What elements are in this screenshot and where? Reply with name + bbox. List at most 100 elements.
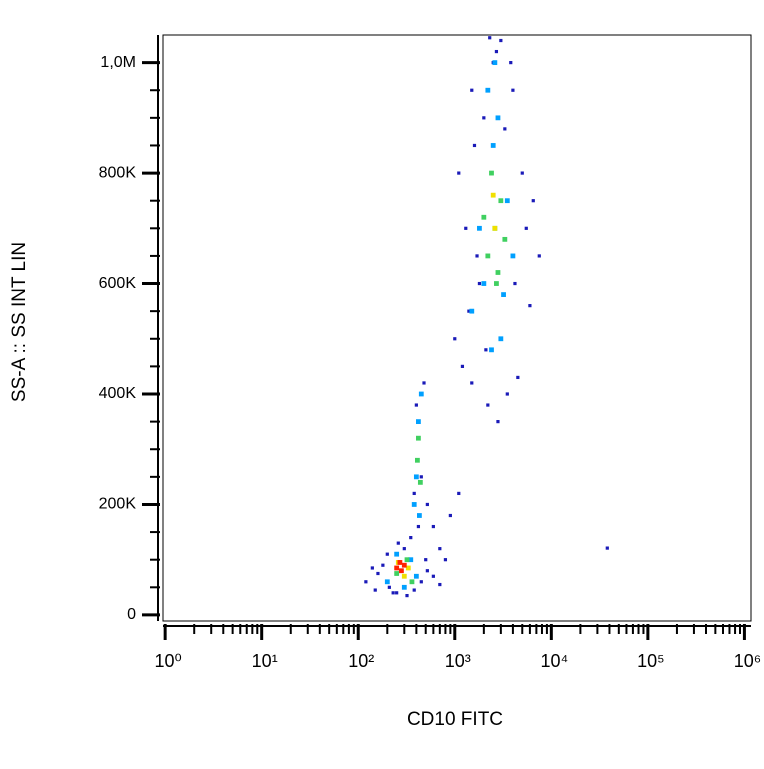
- x-tick-label: 10²: [348, 651, 374, 671]
- data-point: [416, 435, 421, 441]
- data-point: [485, 87, 491, 93]
- data-point: [467, 309, 471, 313]
- data-point: [457, 491, 461, 496]
- data-point: [502, 236, 508, 242]
- data-point: [537, 254, 541, 258]
- data-point: [477, 281, 482, 286]
- data-point: [409, 536, 413, 540]
- y-tick-label: 400K: [99, 385, 137, 402]
- data-point: [416, 419, 421, 425]
- data-point: [370, 566, 374, 570]
- data-point: [489, 347, 494, 353]
- data-point: [394, 565, 400, 571]
- data-point: [470, 88, 474, 92]
- data-point: [413, 573, 419, 579]
- data-point: [496, 420, 500, 424]
- data-point: [498, 336, 504, 342]
- data-point: [505, 392, 509, 396]
- data-point: [484, 348, 488, 352]
- data-point: [499, 38, 503, 43]
- data-point: [405, 593, 409, 598]
- data-point: [412, 588, 416, 592]
- data-point: [486, 403, 490, 407]
- data-point: [516, 375, 520, 380]
- data-point: [399, 568, 404, 574]
- data-point: [414, 403, 418, 407]
- data-point: [416, 513, 422, 518]
- y-tick-label: 800K: [99, 164, 137, 181]
- data-point: [409, 579, 415, 585]
- data-point: [448, 513, 452, 518]
- data-point: [401, 573, 407, 579]
- data-point: [531, 199, 535, 203]
- y-tick-label: 200K: [99, 496, 137, 513]
- data-point: [498, 198, 504, 204]
- data-point: [485, 253, 491, 259]
- data-point: [408, 557, 414, 563]
- x-tick-label: 10¹: [252, 651, 278, 671]
- data-point: [405, 565, 411, 571]
- data-point: [464, 226, 468, 230]
- data-point: [422, 381, 426, 385]
- data-point: [501, 292, 506, 297]
- data-point: [494, 281, 499, 286]
- data-point: [394, 571, 400, 576]
- data-point: [475, 254, 479, 258]
- y-tick-label: 600K: [99, 275, 137, 292]
- data-point: [524, 226, 528, 230]
- data-point: [489, 170, 494, 176]
- data-point: [385, 552, 389, 556]
- data-point: [412, 491, 416, 496]
- data-point: [404, 557, 410, 563]
- data-point: [520, 171, 524, 175]
- data-point: [470, 381, 474, 385]
- data-point: [513, 281, 517, 286]
- data-point: [418, 391, 424, 397]
- data-point: [395, 591, 399, 595]
- y-axis-label: SS-A :: SS INT LIN: [9, 242, 30, 402]
- data-point: [510, 253, 516, 259]
- data-point: [438, 547, 442, 551]
- data-point: [457, 171, 461, 175]
- x-tick-label: 10⁴: [540, 651, 568, 671]
- data-point: [488, 36, 492, 40]
- data-point: [511, 88, 515, 92]
- data-point: [419, 580, 423, 584]
- plot-frame: [162, 34, 752, 622]
- data-point: [387, 585, 391, 589]
- data-point: [425, 502, 429, 507]
- data-point: [417, 479, 423, 485]
- data-point: [443, 558, 448, 562]
- data-point: [490, 192, 496, 198]
- data-point: [472, 143, 477, 148]
- data-point: [494, 49, 499, 54]
- data-point: [481, 281, 487, 286]
- data-point: [431, 524, 435, 529]
- y-tick-label: 0: [127, 606, 136, 623]
- data-point: [495, 270, 501, 275]
- data-point: [391, 591, 395, 595]
- data-point: [376, 571, 380, 576]
- data-point: [453, 337, 457, 341]
- data-point: [416, 524, 421, 529]
- data-point: [495, 115, 501, 121]
- y-tick-label: 1,0M: [100, 54, 136, 71]
- data-point: [503, 127, 507, 131]
- data-point: [401, 562, 407, 568]
- data-point: [364, 580, 368, 584]
- data-point: [492, 225, 498, 231]
- data-point: [381, 563, 385, 567]
- data-point: [469, 308, 475, 314]
- data-point: [384, 579, 390, 585]
- data-point: [401, 584, 407, 590]
- x-tick-label: 10⁵: [637, 651, 664, 671]
- data-point: [477, 225, 482, 231]
- data-point: [419, 475, 423, 479]
- data-point: [424, 558, 428, 562]
- data-point: [605, 546, 609, 550]
- x-axis-label: CD10 FITC: [407, 709, 503, 730]
- x-tick-label: 10⁶: [734, 651, 761, 671]
- data-point: [431, 574, 435, 578]
- x-tick-label: 10³: [445, 651, 471, 671]
